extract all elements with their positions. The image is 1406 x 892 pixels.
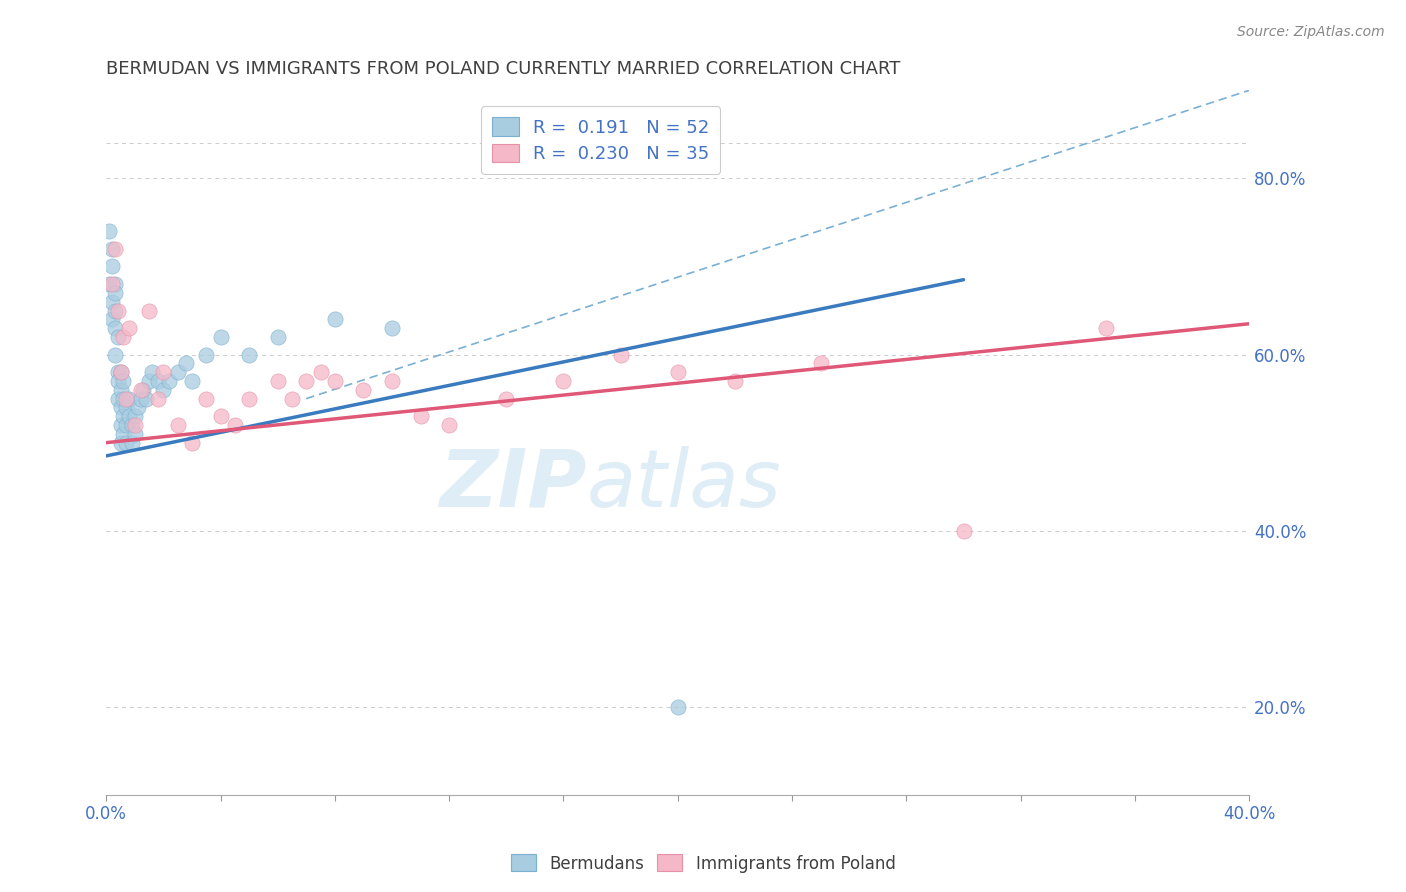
Point — [118, 409, 141, 424]
Point — [129, 392, 152, 406]
Point — [495, 392, 517, 406]
Point — [209, 409, 232, 424]
Point — [107, 330, 129, 344]
Point — [118, 392, 141, 406]
Point — [124, 426, 146, 441]
Point — [104, 321, 127, 335]
Point — [609, 347, 631, 361]
Point — [295, 374, 318, 388]
Point — [112, 330, 135, 344]
Point — [141, 365, 163, 379]
Point — [110, 401, 132, 415]
Point — [152, 365, 174, 379]
Point — [115, 418, 138, 433]
Point — [146, 392, 169, 406]
Point — [238, 392, 260, 406]
Point — [810, 356, 832, 370]
Point — [666, 700, 689, 714]
Point — [121, 418, 143, 433]
Point — [166, 365, 188, 379]
Point — [195, 392, 218, 406]
Point — [209, 330, 232, 344]
Point — [112, 426, 135, 441]
Point — [238, 347, 260, 361]
Point — [381, 374, 404, 388]
Point — [323, 312, 346, 326]
Legend: R =  0.191   N = 52, R =  0.230   N = 35: R = 0.191 N = 52, R = 0.230 N = 35 — [481, 106, 720, 174]
Point — [138, 374, 160, 388]
Point — [135, 392, 157, 406]
Point — [101, 277, 124, 291]
Point — [146, 374, 169, 388]
Point — [98, 277, 121, 291]
Point — [129, 383, 152, 397]
Point — [112, 374, 135, 388]
Point — [115, 435, 138, 450]
Point — [124, 418, 146, 433]
Point — [381, 321, 404, 335]
Point — [110, 365, 132, 379]
Text: Source: ZipAtlas.com: Source: ZipAtlas.com — [1237, 25, 1385, 39]
Point — [195, 347, 218, 361]
Point — [224, 418, 246, 433]
Point — [267, 330, 290, 344]
Point — [104, 347, 127, 361]
Point — [101, 294, 124, 309]
Point — [101, 260, 124, 274]
Point — [323, 374, 346, 388]
Point — [107, 365, 129, 379]
Point — [553, 374, 575, 388]
Point — [104, 285, 127, 300]
Point — [181, 435, 204, 450]
Point — [181, 374, 204, 388]
Point — [1095, 321, 1118, 335]
Point — [437, 418, 460, 433]
Point — [115, 401, 138, 415]
Point — [107, 303, 129, 318]
Point — [115, 392, 138, 406]
Point — [666, 365, 689, 379]
Text: ZIP: ZIP — [439, 446, 586, 524]
Point — [101, 312, 124, 326]
Point — [110, 435, 132, 450]
Text: atlas: atlas — [586, 446, 782, 524]
Point — [124, 409, 146, 424]
Legend: Bermudans, Immigrants from Poland: Bermudans, Immigrants from Poland — [503, 847, 903, 880]
Point — [121, 435, 143, 450]
Point — [107, 392, 129, 406]
Point — [104, 242, 127, 256]
Point — [952, 524, 974, 538]
Point — [724, 374, 747, 388]
Point — [107, 374, 129, 388]
Point — [118, 321, 141, 335]
Point — [110, 418, 132, 433]
Point — [157, 374, 180, 388]
Point — [138, 303, 160, 318]
Point — [104, 277, 127, 291]
Point — [132, 383, 155, 397]
Point — [112, 392, 135, 406]
Point — [104, 303, 127, 318]
Point — [98, 224, 121, 238]
Point — [281, 392, 304, 406]
Point — [352, 383, 374, 397]
Text: BERMUDAN VS IMMIGRANTS FROM POLAND CURRENTLY MARRIED CORRELATION CHART: BERMUDAN VS IMMIGRANTS FROM POLAND CURRE… — [107, 60, 901, 78]
Point — [409, 409, 432, 424]
Point — [110, 365, 132, 379]
Point — [112, 409, 135, 424]
Point — [101, 242, 124, 256]
Point — [309, 365, 332, 379]
Point — [166, 418, 188, 433]
Point — [152, 383, 174, 397]
Point — [127, 401, 149, 415]
Point — [174, 356, 197, 370]
Point — [110, 383, 132, 397]
Point — [267, 374, 290, 388]
